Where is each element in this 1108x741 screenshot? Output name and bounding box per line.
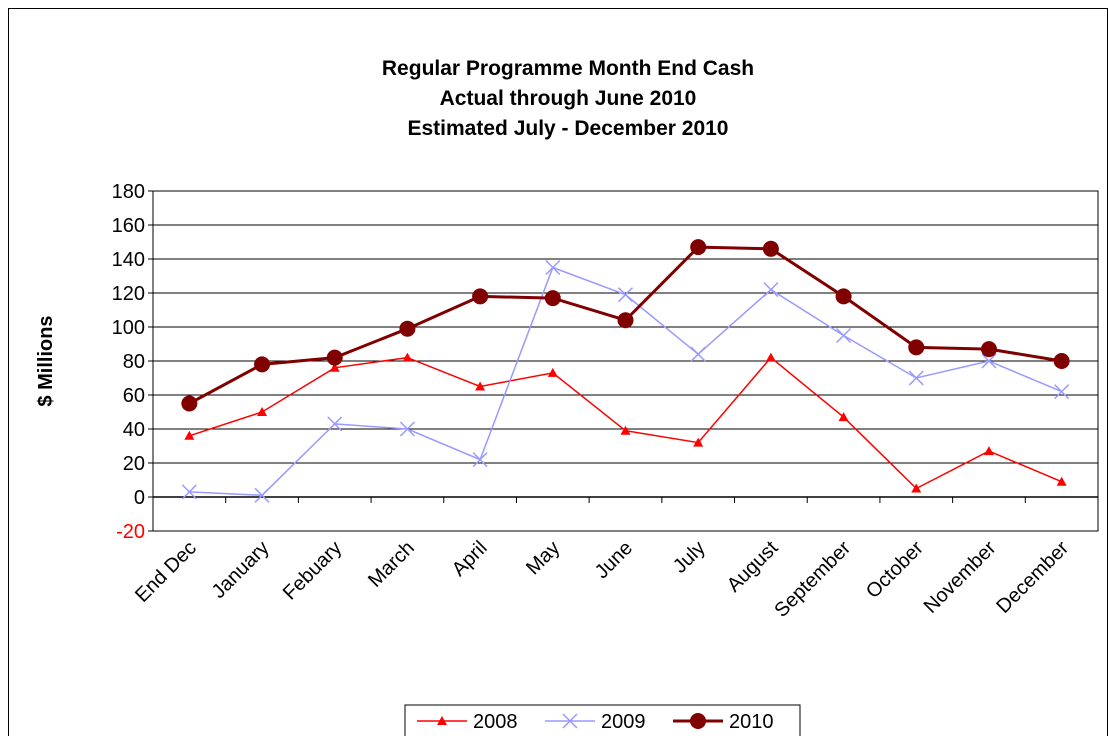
point bbox=[327, 416, 343, 432]
legend-label: 2008 bbox=[473, 711, 518, 733]
y-tick-label: 60 bbox=[123, 385, 145, 407]
legend-label: 2009 bbox=[601, 711, 646, 733]
point bbox=[547, 367, 558, 377]
y-tick-label: 140 bbox=[112, 249, 145, 271]
point bbox=[690, 239, 707, 256]
point bbox=[835, 288, 852, 305]
point bbox=[690, 346, 706, 362]
legend-box bbox=[404, 704, 801, 741]
point bbox=[617, 312, 634, 329]
point bbox=[1054, 384, 1070, 400]
point bbox=[475, 381, 486, 391]
legend-label: 2010 bbox=[729, 711, 774, 733]
point bbox=[399, 421, 415, 437]
point bbox=[620, 425, 631, 435]
chart-frame bbox=[8, 8, 1108, 741]
point bbox=[980, 341, 997, 358]
point bbox=[981, 353, 997, 369]
point bbox=[181, 395, 198, 412]
y-tick-label: 100 bbox=[112, 317, 145, 339]
point bbox=[908, 339, 925, 356]
point bbox=[329, 362, 340, 372]
point bbox=[254, 487, 270, 503]
y-tick-label: 180 bbox=[112, 181, 145, 203]
y-tick-label: -20 bbox=[116, 521, 145, 543]
point bbox=[617, 287, 634, 303]
y-tick-label: 160 bbox=[112, 215, 145, 237]
y-axis-label: $ Millions bbox=[35, 315, 57, 406]
chart-title: Estimated July - December 2010 bbox=[408, 117, 729, 140]
point bbox=[472, 288, 489, 305]
point bbox=[765, 352, 776, 362]
point bbox=[911, 483, 922, 493]
y-tick-label: 20 bbox=[123, 453, 145, 475]
point bbox=[1056, 476, 1067, 486]
y-tick-label: 40 bbox=[123, 419, 145, 441]
y-tick-label: 120 bbox=[112, 283, 145, 305]
point bbox=[983, 446, 994, 456]
point bbox=[762, 240, 779, 257]
y-tick-label: 80 bbox=[123, 351, 145, 373]
point bbox=[690, 713, 706, 729]
point bbox=[544, 290, 561, 307]
chart-title: Regular Programme Month End Cash bbox=[382, 57, 754, 80]
point bbox=[257, 407, 268, 416]
point bbox=[838, 412, 849, 422]
point bbox=[693, 437, 704, 447]
point bbox=[763, 282, 779, 298]
point bbox=[326, 349, 343, 366]
point bbox=[545, 259, 561, 276]
chart-title: Actual through June 2010 bbox=[440, 87, 697, 110]
point bbox=[836, 327, 852, 344]
point bbox=[472, 452, 488, 468]
point bbox=[254, 356, 271, 373]
point bbox=[908, 370, 924, 386]
point bbox=[402, 352, 413, 362]
point bbox=[399, 320, 416, 337]
point bbox=[562, 713, 578, 729]
point bbox=[184, 430, 195, 440]
point bbox=[437, 716, 447, 725]
point bbox=[1053, 353, 1070, 369]
point bbox=[181, 484, 197, 500]
y-tick-label: 0 bbox=[134, 487, 145, 509]
